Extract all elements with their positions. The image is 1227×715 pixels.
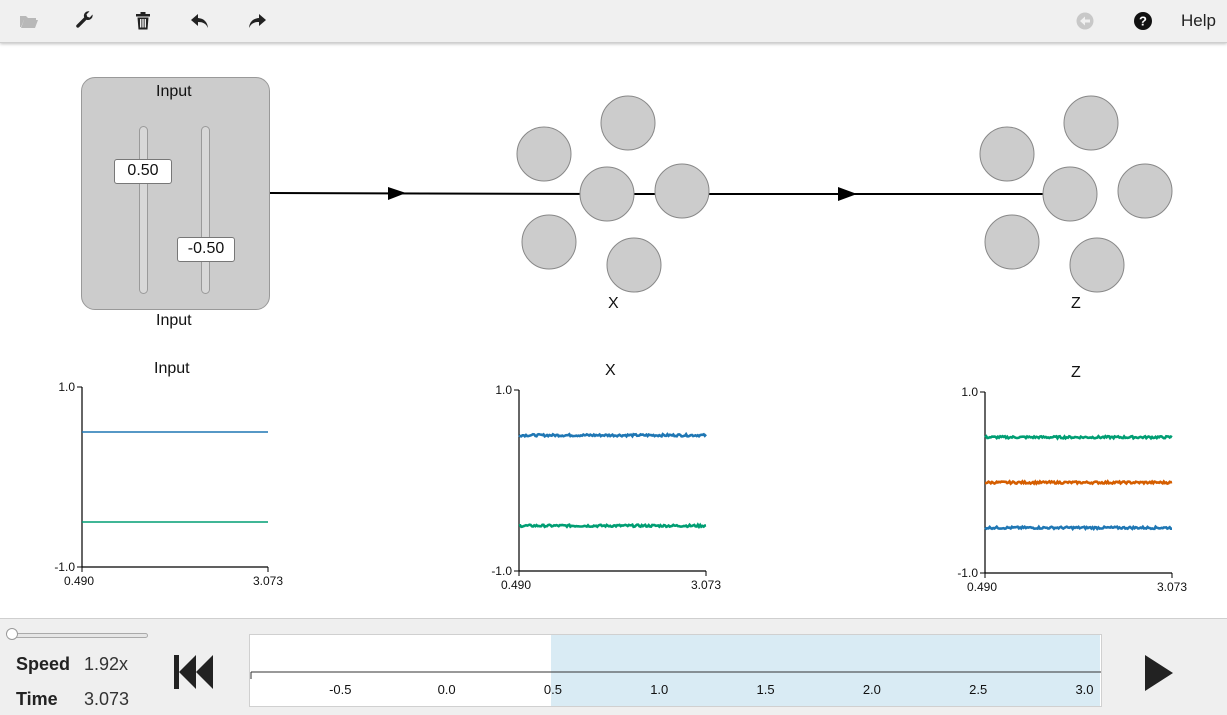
play-button[interactable] xyxy=(1141,653,1177,693)
timeline-tick-label: 2.5 xyxy=(969,682,987,697)
y-tick-label: 1.0 xyxy=(961,385,978,399)
neuron xyxy=(1117,163,1173,219)
redo-icon xyxy=(249,14,266,28)
y-tick-label: -1.0 xyxy=(957,566,978,580)
svg-text:?: ? xyxy=(1139,14,1147,29)
neuron xyxy=(579,166,635,222)
delete-button[interactable] xyxy=(129,8,157,34)
timeline-axis: -0.5 0.0 0.5 1.0 1.5 2.0 2.5 3.0 xyxy=(250,671,1101,697)
x-tick-label: 3.073 xyxy=(1157,580,1187,594)
series-line-1 xyxy=(985,479,1173,486)
speed-slider[interactable] xyxy=(10,633,148,638)
help-circle-icon: ? xyxy=(1134,12,1152,30)
network-graph xyxy=(269,95,1173,293)
ensemble-x[interactable] xyxy=(516,95,710,293)
y-tick-label: 1.0 xyxy=(58,380,75,394)
toolbar: ? Help xyxy=(0,0,1227,43)
timeline-tick-label: 1.0 xyxy=(650,682,668,697)
neuron xyxy=(521,214,577,270)
neuron xyxy=(1042,166,1098,222)
config-button[interactable] xyxy=(71,8,99,34)
ensemble-x-label: X xyxy=(608,295,619,312)
input-value-plot[interactable]: 1.0 -1.00.490 3.073 xyxy=(50,374,300,594)
neuron xyxy=(1069,237,1125,293)
timeline-tick-label: 1.5 xyxy=(757,682,775,697)
x-tick-label: 0.490 xyxy=(967,580,997,594)
speed-slider-thumb[interactable] xyxy=(6,628,18,640)
timeline-tick-label: 2.0 xyxy=(863,682,881,697)
y-tick-label: -1.0 xyxy=(491,564,512,578)
skip-back-icon xyxy=(174,655,213,689)
z-value-plot[interactable]: 1.0 -1.00.490 3.073 xyxy=(953,379,1203,600)
slider-handle-1[interactable]: -0.50 xyxy=(177,236,235,262)
z-plot-title: Z xyxy=(1071,364,1081,381)
neuron xyxy=(516,126,572,182)
input-plot-title: Input xyxy=(154,360,190,377)
x-tick-label: 3.073 xyxy=(691,578,721,592)
connection-input-x[interactable] xyxy=(269,192,608,195)
help-link[interactable]: Help xyxy=(1181,11,1216,30)
slider-track-0[interactable] xyxy=(139,126,148,294)
neuron xyxy=(654,163,710,219)
x-plot-title: X xyxy=(605,362,616,379)
timeline-tick-label: 0.0 xyxy=(438,682,456,697)
input-slider-node[interactable]: Input 0.50 -0.50 xyxy=(81,77,270,310)
speed-label: Speed xyxy=(16,654,71,674)
ensemble-z[interactable] xyxy=(979,95,1173,293)
network-canvas[interactable]: X Z Input Input X Z 1.0 -1.0 0.490 3.073 1.… xyxy=(0,44,1227,618)
rewind-button[interactable] xyxy=(171,653,215,691)
neuron xyxy=(1063,95,1119,151)
arrow-x-z xyxy=(838,187,857,201)
x-tick-label: 0.490 xyxy=(64,574,94,588)
folder-open-icon xyxy=(20,16,38,28)
wrench-icon xyxy=(76,11,93,28)
undo-icon xyxy=(191,14,208,28)
series-line-0 xyxy=(984,434,1173,441)
back-circle-icon xyxy=(1076,12,1094,30)
series-line-1 xyxy=(518,522,707,530)
slider-node-title: Input xyxy=(156,83,192,100)
time-label: Time xyxy=(16,689,58,709)
arrow-input-x xyxy=(388,187,406,200)
back-button[interactable] xyxy=(1071,8,1099,34)
timeline-tick-label: 3.0 xyxy=(1075,682,1093,697)
input-node-label: Input xyxy=(156,312,192,329)
x-tick-label: 0.490 xyxy=(501,578,531,592)
timeline-tick-label: -0.5 xyxy=(329,682,351,697)
y-tick-label: -1.0 xyxy=(54,560,75,574)
neuron xyxy=(979,126,1035,182)
time-value: 3.073 xyxy=(84,689,130,709)
y-tick-label: 1.0 xyxy=(495,383,512,397)
redo-button[interactable] xyxy=(243,8,271,34)
series-line-2 xyxy=(984,524,1172,532)
series-line-0 xyxy=(518,431,707,439)
slider-handle-0[interactable]: 0.50 xyxy=(114,158,172,184)
neuron xyxy=(606,237,662,293)
trash-icon xyxy=(136,12,150,30)
neuron xyxy=(600,95,656,151)
open-file-button[interactable] xyxy=(15,8,43,34)
timeline[interactable]: -0.5 0.0 0.5 1.0 1.5 2.0 2.5 3.0 xyxy=(249,634,1102,707)
x-tick-label: 3.073 xyxy=(253,574,283,588)
play-icon xyxy=(1145,655,1173,691)
help-button[interactable]: ? xyxy=(1129,8,1157,34)
ensemble-z-label: Z xyxy=(1071,295,1081,312)
slider-track-1[interactable] xyxy=(201,126,210,294)
timeline-tick-label: 0.5 xyxy=(544,682,562,697)
x-value-plot[interactable]: 1.0 -1.00.490 3.073 xyxy=(487,377,737,598)
neuron xyxy=(984,214,1040,270)
undo-button[interactable] xyxy=(186,8,214,34)
timeline-view-window[interactable] xyxy=(550,635,1100,706)
simulation-controls: Speed 1.92x Time 3.073 -0.5 0.0 0.5 1.0 1.5 2… xyxy=(0,618,1227,715)
speed-value: 1.92x xyxy=(84,654,129,674)
